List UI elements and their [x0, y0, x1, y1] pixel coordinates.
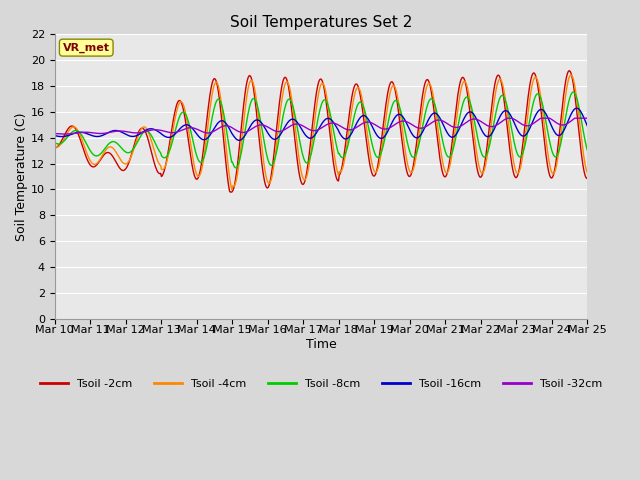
Tsoil -16cm	[115, 128, 123, 134]
Tsoil -4cm	[567, 72, 575, 78]
Tsoil -8cm	[115, 143, 123, 148]
Tsoil -2cm	[387, 80, 394, 86]
Line: Tsoil -4cm: Tsoil -4cm	[55, 75, 588, 190]
Tsoil -16cm	[61, 133, 68, 139]
Tsoil -32cm	[504, 115, 512, 121]
Tsoil -32cm	[61, 131, 69, 137]
Tsoil -4cm	[402, 152, 410, 158]
Tsoil -2cm	[198, 161, 205, 167]
X-axis label: Time: Time	[306, 338, 337, 351]
Tsoil -32cm	[51, 131, 59, 136]
Line: Tsoil -16cm: Tsoil -16cm	[55, 108, 588, 140]
Tsoil -16cm	[573, 105, 581, 111]
Legend: Tsoil -2cm, Tsoil -4cm, Tsoil -8cm, Tsoil -16cm, Tsoil -32cm: Tsoil -2cm, Tsoil -4cm, Tsoil -8cm, Tsoi…	[35, 374, 607, 393]
Tsoil -2cm	[170, 117, 177, 123]
Tsoil -2cm	[61, 132, 68, 138]
Tsoil -4cm	[387, 89, 394, 95]
Tsoil -4cm	[198, 168, 205, 173]
Line: Tsoil -8cm: Tsoil -8cm	[55, 92, 588, 168]
Tsoil -16cm	[170, 132, 177, 138]
Tsoil -4cm	[228, 187, 236, 192]
Tsoil -4cm	[61, 136, 68, 142]
Tsoil -8cm	[584, 147, 591, 153]
Line: Tsoil -32cm: Tsoil -32cm	[55, 118, 588, 134]
Tsoil -2cm	[584, 175, 591, 181]
Tsoil -32cm	[116, 128, 124, 134]
Tsoil -8cm	[51, 140, 59, 145]
Tsoil -32cm	[584, 116, 591, 121]
Tsoil -8cm	[232, 165, 239, 171]
Text: VR_met: VR_met	[63, 43, 109, 53]
Line: Tsoil -2cm: Tsoil -2cm	[55, 71, 588, 192]
Tsoil -16cm	[387, 123, 394, 129]
Tsoil -8cm	[570, 89, 577, 95]
Tsoil -8cm	[198, 159, 205, 165]
Tsoil -2cm	[227, 189, 234, 195]
Tsoil -2cm	[402, 165, 410, 170]
Tsoil -8cm	[170, 135, 177, 141]
Tsoil -16cm	[51, 132, 59, 138]
Tsoil -2cm	[51, 145, 59, 151]
Tsoil -4cm	[51, 144, 59, 150]
Title: Soil Temperatures Set 2: Soil Temperatures Set 2	[230, 15, 412, 30]
Tsoil -4cm	[170, 125, 177, 131]
Tsoil -8cm	[387, 109, 394, 115]
Tsoil -2cm	[566, 68, 573, 74]
Tsoil -32cm	[402, 119, 410, 124]
Tsoil -32cm	[170, 130, 178, 135]
Tsoil -16cm	[584, 123, 591, 129]
Y-axis label: Soil Temperature (C): Soil Temperature (C)	[15, 112, 28, 241]
Tsoil -32cm	[61, 131, 68, 137]
Tsoil -32cm	[198, 129, 206, 134]
Tsoil -4cm	[115, 155, 123, 160]
Tsoil -16cm	[402, 119, 410, 125]
Tsoil -8cm	[402, 132, 410, 138]
Tsoil -8cm	[61, 138, 68, 144]
Tsoil -16cm	[236, 137, 243, 143]
Tsoil -16cm	[198, 136, 205, 142]
Tsoil -32cm	[387, 125, 394, 131]
Tsoil -4cm	[584, 170, 591, 176]
Tsoil -2cm	[115, 165, 123, 170]
